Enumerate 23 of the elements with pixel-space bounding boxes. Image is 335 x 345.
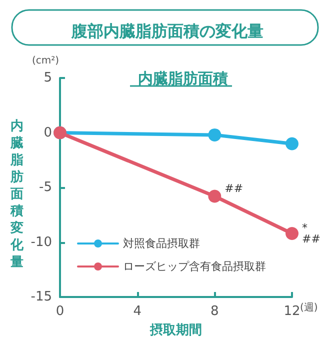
point: [286, 137, 298, 150]
chart-subtitle: 内臓脂肪面積: [138, 70, 228, 88]
x-tick-label: 4: [133, 304, 142, 319]
chart-title: 腹部内臓脂肪面積の変化量: [70, 22, 264, 40]
point: [208, 190, 222, 203]
y-tick-label: -5: [39, 180, 52, 195]
text: (cm²): [32, 56, 60, 66]
text: (週): [300, 302, 318, 314]
x-tick-label: 12: [284, 304, 300, 319]
y-tick-label: -10: [30, 234, 52, 250]
y-tick-label: 0: [44, 125, 52, 140]
point: [286, 226, 298, 240]
annotation: * ##: [302, 221, 320, 246]
y-tick-label: 5: [44, 70, 52, 86]
x-tick-label: 8: [210, 304, 219, 319]
legend-label: 対照食品摂取群: [123, 237, 200, 250]
annotation: ##: [224, 182, 244, 195]
legend-label: ローズヒップ含有食品摂取群: [123, 260, 266, 273]
y-tick-label: -15: [30, 290, 52, 304]
x-axis-title: 摂取期間: [149, 323, 202, 338]
x-tick-label: 0: [56, 304, 64, 319]
point: [208, 128, 222, 142]
text: 内臓脂肪面積変化量: [10, 119, 24, 270]
